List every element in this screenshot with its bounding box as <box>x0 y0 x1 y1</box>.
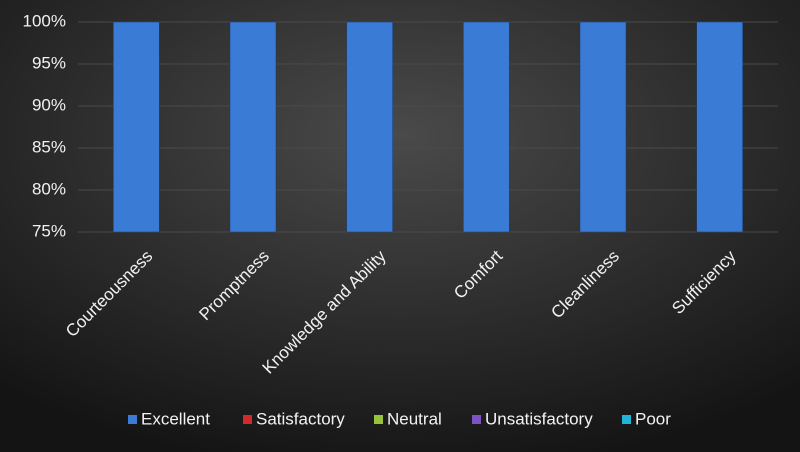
legend-label: Excellent <box>141 409 210 428</box>
bar-segment <box>229 21 277 233</box>
bar-segment <box>346 21 393 233</box>
bar-segment <box>696 21 743 233</box>
y-tick-label: 75% <box>32 221 66 240</box>
y-tick-label: 90% <box>32 95 66 114</box>
y-tick-label: 100% <box>23 11 66 30</box>
legend-label: Poor <box>635 409 671 428</box>
legend-label: Satisfactory <box>256 409 345 428</box>
bar-segment <box>579 21 627 233</box>
legend-marker <box>374 415 383 424</box>
legend-marker <box>472 415 481 424</box>
y-tick-label: 95% <box>32 53 66 72</box>
legend-marker <box>622 415 631 424</box>
y-tick-label: 80% <box>32 179 66 198</box>
legend-marker <box>243 415 252 424</box>
legend-marker <box>128 415 137 424</box>
y-tick-label: 85% <box>32 137 66 156</box>
bar-segment <box>463 21 510 233</box>
bar-segment <box>113 21 160 233</box>
legend-label: Unsatisfactory <box>485 409 593 428</box>
legend-label: Neutral <box>387 409 442 428</box>
